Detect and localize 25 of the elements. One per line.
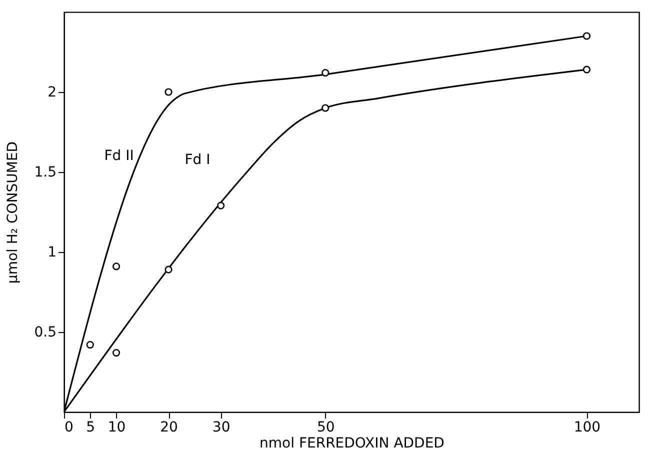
x-tick-label: 5 xyxy=(86,420,96,436)
point xyxy=(322,68,330,77)
point xyxy=(582,32,591,40)
point xyxy=(322,104,330,112)
point xyxy=(112,262,120,270)
y-tick-label: 2 xyxy=(48,84,56,100)
y-tick-label: 1.5 xyxy=(34,164,56,180)
x-tick-label: 30 xyxy=(212,420,230,436)
x-tick-label: 50 xyxy=(316,420,335,436)
point xyxy=(86,340,94,349)
point xyxy=(217,202,225,210)
x-axis-title: nmol FERREDOXIN ADDED xyxy=(260,436,444,452)
point xyxy=(112,348,120,357)
x-tick-label: 100 xyxy=(574,420,601,436)
x-tick-label: 10 xyxy=(108,420,126,436)
point xyxy=(582,66,591,74)
annotation: Fd I xyxy=(184,152,210,168)
x-tick-label: 0 xyxy=(64,420,74,436)
y-axis-title: μmol H₂ CONSUMED xyxy=(5,141,22,284)
annotation: Fd II xyxy=(104,148,134,164)
x-tick-label: 20 xyxy=(160,420,178,436)
point xyxy=(164,88,172,96)
y-tick-label: 1 xyxy=(48,244,56,260)
point xyxy=(164,266,172,274)
y-tick-label: 0.5 xyxy=(34,324,56,340)
